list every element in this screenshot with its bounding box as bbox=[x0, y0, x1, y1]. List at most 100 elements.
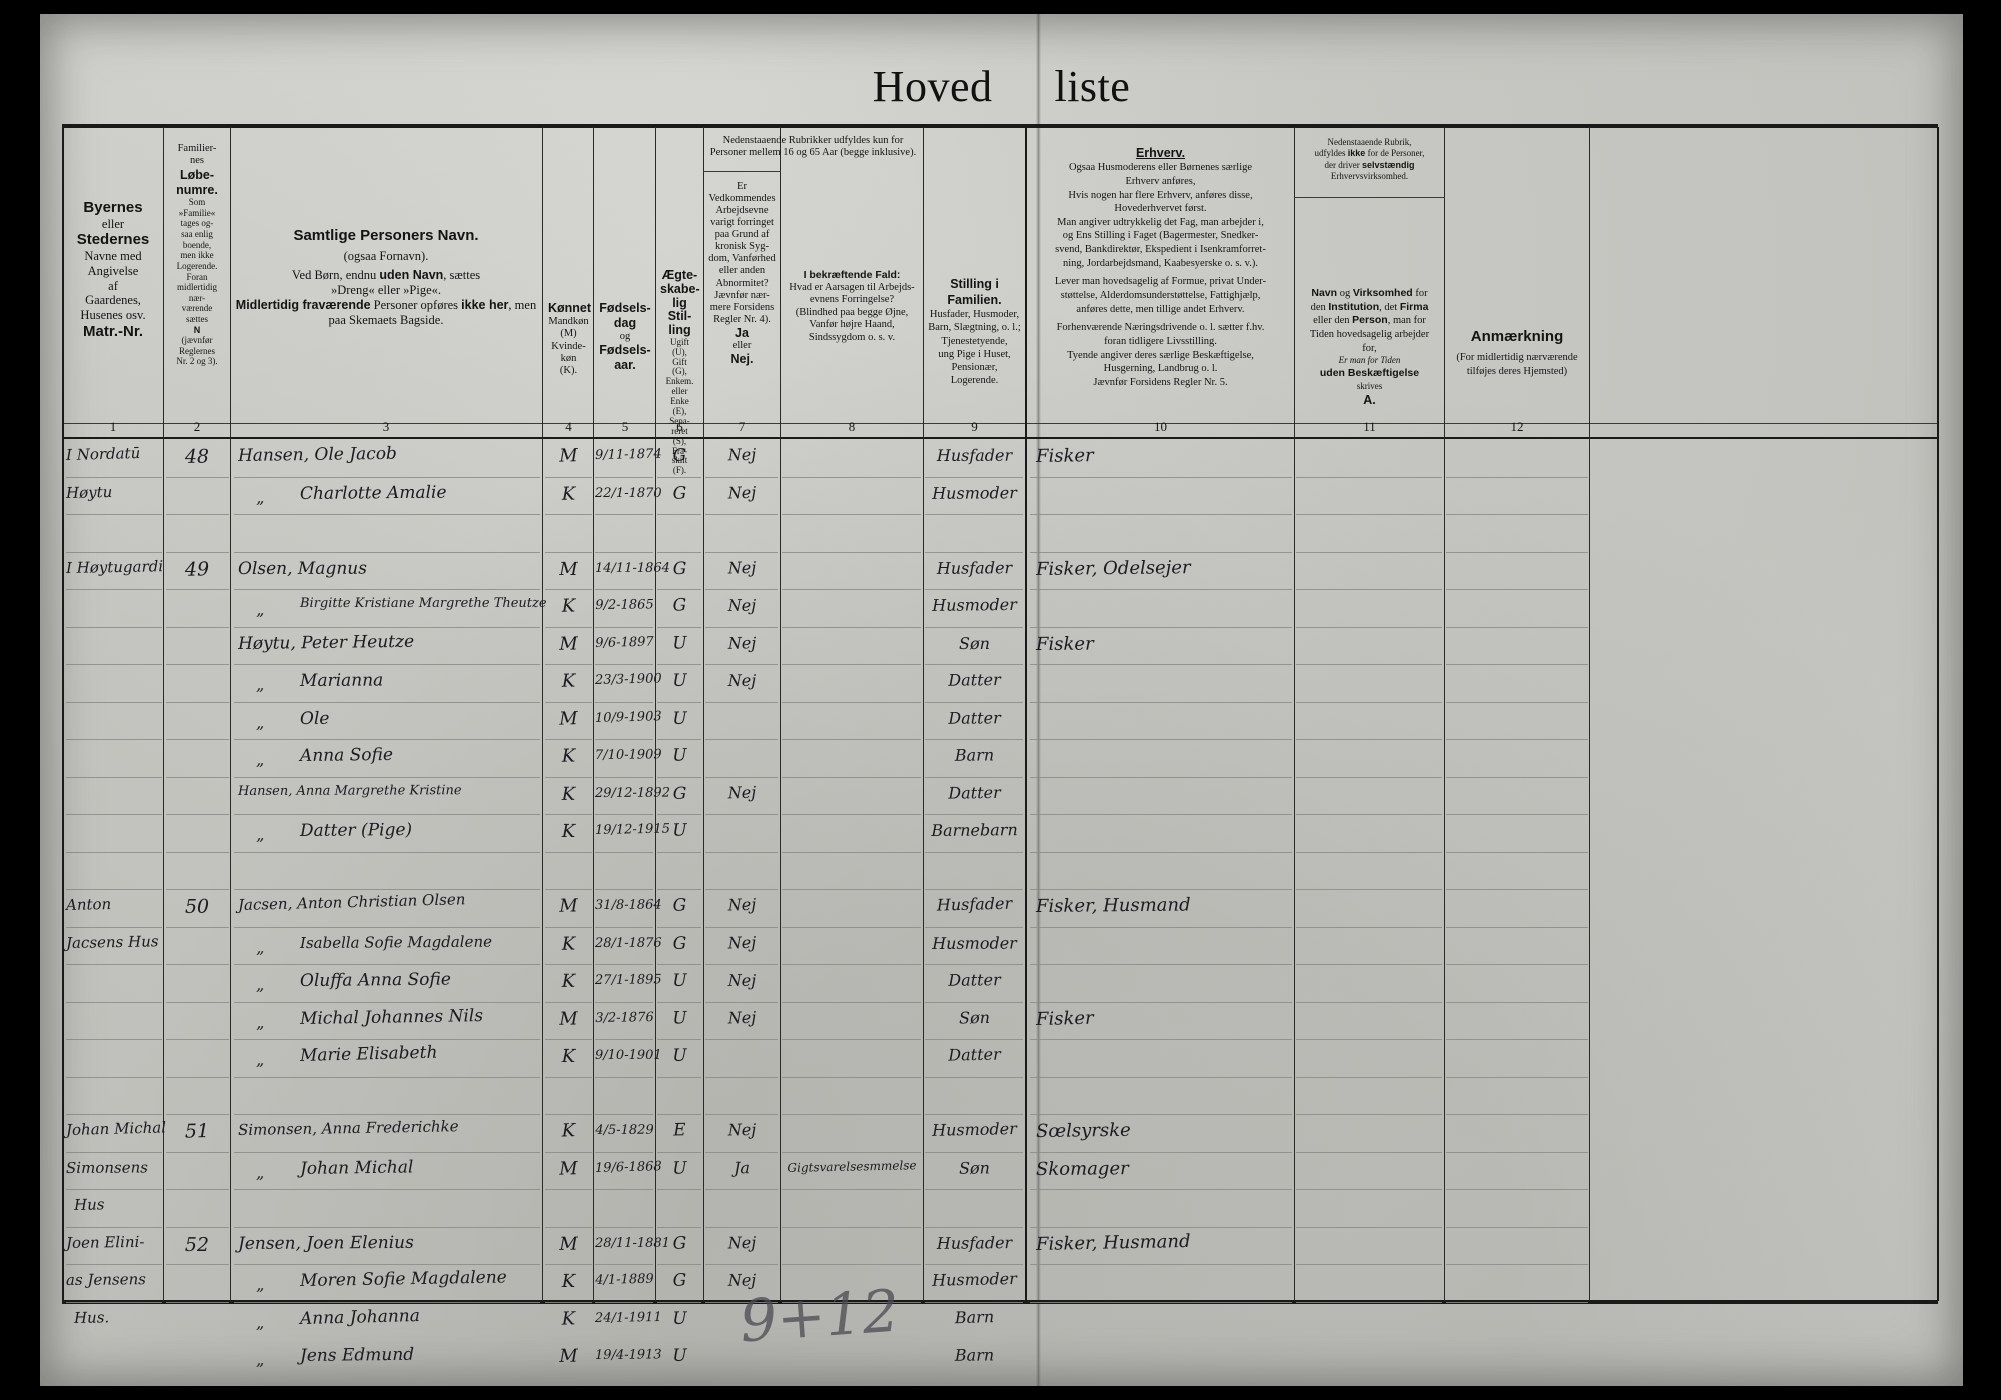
ruled-line bbox=[1446, 1264, 1588, 1265]
header-col9: Stilling i Familien. Husfader, Husmoder,… bbox=[925, 275, 1024, 389]
col3-line3a: Ved Børn, endnu bbox=[292, 268, 380, 282]
ruled-line bbox=[234, 852, 540, 853]
ruled-line bbox=[234, 1077, 540, 1078]
ditto-mark: „ bbox=[256, 1312, 276, 1331]
ruled-line bbox=[234, 1002, 540, 1003]
ditto-mark: „ bbox=[256, 712, 276, 731]
ruled-line bbox=[1446, 927, 1588, 928]
ruled-line bbox=[1030, 589, 1292, 590]
ruled-line bbox=[925, 889, 1023, 890]
ruled-line bbox=[66, 852, 162, 853]
family-role-cell: Datter bbox=[925, 670, 1024, 690]
ruled-line bbox=[782, 927, 921, 928]
family-role-cell: Søn bbox=[925, 1158, 1024, 1178]
ruled-line bbox=[595, 1114, 653, 1115]
ruled-line bbox=[1030, 477, 1292, 478]
ruled-line bbox=[1296, 852, 1442, 853]
ruled-line bbox=[66, 1114, 162, 1115]
person-name: Jensen, Joen Elenius bbox=[238, 1232, 536, 1254]
ruled-line bbox=[925, 627, 1023, 628]
ruled-line bbox=[545, 814, 592, 815]
ruled-line bbox=[705, 964, 778, 965]
page-title: Hoved liste bbox=[40, 56, 1963, 116]
ruled-line bbox=[657, 964, 701, 965]
family-role-cell: Husfader bbox=[925, 446, 1024, 465]
ruled-line bbox=[595, 514, 653, 515]
occupation-cell: Fisker bbox=[1036, 442, 1288, 467]
marital-status-cell: U bbox=[657, 1158, 702, 1179]
place-name: I Nordatū bbox=[66, 443, 162, 464]
marital-status-cell: G bbox=[657, 895, 702, 916]
place-name: I Høytugardi bbox=[66, 557, 162, 577]
ruled-line bbox=[545, 1302, 592, 1303]
marital-status-cell: G bbox=[657, 558, 702, 578]
birthdate-cell: 7/10-1909 bbox=[595, 747, 654, 763]
ruled-line bbox=[166, 664, 229, 665]
ruled-line bbox=[925, 1227, 1023, 1228]
ruled-line bbox=[782, 1264, 921, 1265]
ruled-line bbox=[234, 927, 540, 928]
ruled-line bbox=[1030, 739, 1292, 740]
ruled-line bbox=[595, 1039, 653, 1040]
family-role-cell: Datter bbox=[925, 708, 1024, 728]
ruled-line bbox=[782, 702, 921, 703]
person-name: Anna Johanna bbox=[300, 1303, 536, 1329]
vrule-6 bbox=[703, 127, 704, 1301]
family-role-cell: Barnebarn bbox=[925, 820, 1024, 840]
ruled-line bbox=[705, 852, 778, 853]
header-col3: Samtlige Personers Navn. (ogsaa Fornavn)… bbox=[232, 225, 540, 329]
marital-status-cell: U bbox=[657, 1007, 703, 1028]
person-name: Michal Johannes Nils bbox=[300, 1005, 536, 1029]
ruled-line bbox=[166, 889, 229, 890]
family-role-cell: Husmoder bbox=[925, 1269, 1024, 1290]
header-col11-note: Nedenstaaende Rubrik, udfyldes ikke for … bbox=[1296, 135, 1443, 184]
place-name: Hus. bbox=[74, 1306, 170, 1326]
ruled-line bbox=[545, 1227, 592, 1228]
ruled-line bbox=[705, 477, 778, 478]
vrule-11 bbox=[1444, 127, 1445, 1301]
ruled-line bbox=[234, 552, 540, 553]
colnum-3: 3 bbox=[232, 419, 540, 435]
ruled-line bbox=[545, 1039, 592, 1040]
marital-status-cell: G bbox=[657, 1233, 702, 1254]
ruled-line bbox=[925, 927, 1023, 928]
sex-cell: K bbox=[545, 783, 592, 804]
ruled-line bbox=[782, 1077, 921, 1078]
birthdate-cell: 9/11-1874 bbox=[595, 447, 654, 463]
place-name: as Jensens bbox=[66, 1270, 162, 1289]
ruled-line bbox=[595, 889, 653, 890]
ruled-line bbox=[925, 739, 1023, 740]
ruled-line bbox=[595, 664, 653, 665]
person-name: Birgitte Kristiane Margrethe Theutze bbox=[300, 596, 536, 611]
ruled-line bbox=[1446, 964, 1588, 965]
ruled-line bbox=[66, 1152, 162, 1153]
sex-cell: K bbox=[545, 971, 592, 992]
ruled-line bbox=[1446, 627, 1588, 628]
col11-1d: for bbox=[1413, 288, 1428, 299]
marital-status-cell: U bbox=[657, 1346, 702, 1366]
family-role-cell: Barn bbox=[925, 1306, 1024, 1328]
ruled-line bbox=[925, 702, 1023, 703]
ruled-line bbox=[545, 777, 592, 778]
family-number: 49 bbox=[165, 558, 229, 581]
ruled-line bbox=[595, 627, 653, 628]
place-name: Høytu bbox=[66, 481, 162, 501]
ruled-line bbox=[705, 1039, 778, 1040]
header-col4: Kønnet Mandkøn (M) Kvinde- køn (K). bbox=[545, 299, 592, 380]
ruled-line bbox=[657, 777, 701, 778]
header-col1: Byernes eller Stedernes Navne med Angive… bbox=[64, 197, 162, 343]
ruled-line bbox=[166, 514, 229, 515]
ruled-line bbox=[657, 889, 701, 890]
rule-col11-note bbox=[1294, 197, 1445, 198]
col11-3a: eller den bbox=[1313, 315, 1352, 326]
ruled-line bbox=[782, 1114, 921, 1115]
sex-cell: M bbox=[545, 1157, 593, 1179]
ruled-line bbox=[657, 702, 701, 703]
col11note-3b: selvstændig bbox=[1362, 160, 1415, 170]
ruled-line bbox=[1030, 814, 1292, 815]
birthdate-cell: 31/8-1864 bbox=[595, 898, 654, 913]
colnum-9: 9 bbox=[925, 419, 1024, 435]
ruled-line bbox=[925, 477, 1023, 478]
ruled-line bbox=[782, 964, 921, 965]
census-table: Byernes eller Stedernes Navne med Angive… bbox=[62, 124, 1938, 1304]
